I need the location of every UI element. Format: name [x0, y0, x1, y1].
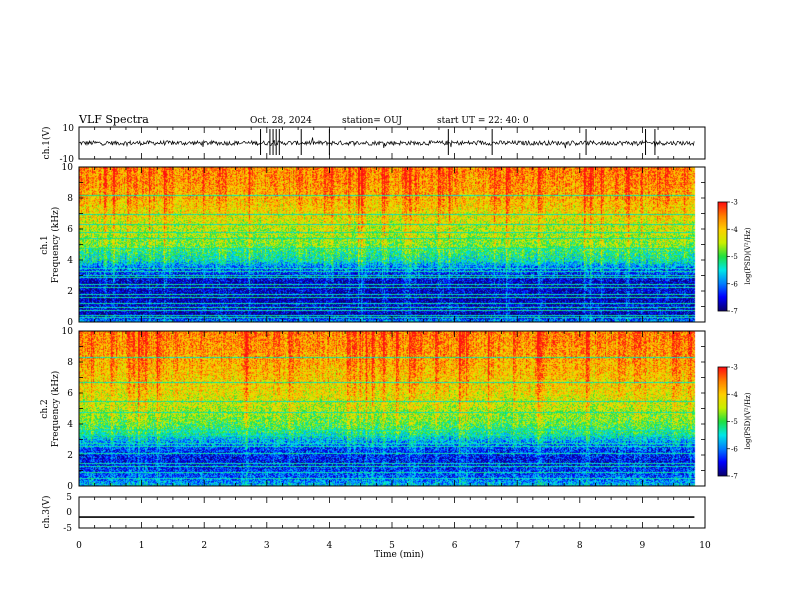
colorbar-tick-label: -6: [731, 445, 738, 453]
colorbar-tick-label: -4: [731, 226, 738, 234]
colorbar-tick-label: -7: [731, 308, 738, 316]
ch3-waveform-ticks: [78, 497, 706, 528]
spec-ytick-label: 8: [67, 194, 73, 204]
colorbar-tick-label: -5: [731, 418, 738, 426]
ch3-ytick-top: 5: [66, 493, 72, 503]
ch3-ylabel: ch.3(V): [41, 496, 52, 529]
ch1-spectrogram-panel: 0 2 4 6 8 10 ch.1 Frequency (kHz): [40, 163, 706, 328]
spec-ytick-label: 2: [67, 451, 73, 461]
time-axis-tick-label: 6: [452, 541, 458, 551]
colorbar-tick-label: -4: [731, 391, 738, 399]
figure-title: VLF Spectra: [78, 113, 149, 126]
ch1-ylabel: ch.1(V): [41, 127, 52, 160]
ch2-spec-ylabel-line2: Frequency (kHz): [50, 371, 61, 448]
colorbar-tick-label: -6: [731, 280, 738, 288]
ch1-colorbar-ticks: -3 -4 -5 -6 -7: [727, 199, 738, 316]
ch2-colorbar: -3 -4 -5 -6 -7 log(PSD)(V²/Hz): [717, 364, 752, 481]
colorbar-tick-label: -3: [731, 364, 738, 372]
ch2-spectrogram-ytick-labels: 0 2 4 6 8 10: [62, 327, 74, 492]
spec-ytick-label: 4: [67, 256, 73, 266]
spec-ytick-label: 0: [67, 318, 73, 328]
ch1-waveform-line: [78, 137, 695, 149]
ch2-colorbar-image: [718, 367, 727, 476]
time-axis-tick-label: 10: [699, 541, 711, 551]
ch2-spec-ylabel-line1: ch.2: [40, 399, 50, 418]
time-axis-tick-label: 2: [201, 541, 207, 551]
date-label: Oct. 28, 2024: [250, 116, 312, 126]
colorbar-tick-label: -3: [731, 199, 738, 207]
ch2-spectrogram-panel: 0 2 4 6 8 10 ch.2 Frequency (kHz): [40, 327, 706, 492]
ch1-waveform-ticks: [78, 127, 706, 159]
ch1-spec-ylabel-line1: ch.1: [40, 235, 50, 254]
ch1-waveform-panel: 10 -10 ch.1(V): [41, 124, 706, 165]
spec-ytick-label: 0: [67, 482, 73, 492]
time-axis-tick-label: 7: [514, 541, 520, 551]
ch1-ytick-top: 10: [63, 124, 75, 134]
spec-ytick-label: 4: [67, 420, 73, 430]
time-axis-tick-labels: 0 1 2 3 4 5 6 7 8 9 10: [76, 541, 711, 551]
ch3-waveform-panel: 5 0 -5 ch.3(V): [41, 493, 706, 534]
colorbar-tick-label: -7: [731, 473, 738, 481]
ch2-colorbar-ticks: -3 -4 -5 -6 -7: [727, 364, 738, 481]
spec-ytick-label: 8: [67, 358, 73, 368]
ch2-spectrogram-ticks: [78, 330, 706, 487]
time-axis-tick-label: 0: [76, 541, 82, 551]
ch3-ytick-bottom: -5: [63, 524, 72, 534]
ch1-ytick-bottom: -10: [60, 155, 75, 165]
time-axis-tick-label: 1: [139, 541, 145, 551]
ch1-waveform-trace: [78, 129, 695, 155]
ch1-spec-ylabel-line2: Frequency (kHz): [50, 207, 61, 284]
spec-ytick-label: 6: [67, 389, 73, 399]
spec-ytick-label: 10: [62, 327, 74, 337]
ch1-colorbar: -3 -4 -5 -6 -7 log(PSD)(V²/Hz): [717, 199, 752, 316]
time-axis-tick-label: 9: [640, 541, 646, 551]
time-axis-label: Time (min): [374, 549, 424, 560]
spec-ytick-label: 2: [67, 287, 73, 297]
time-axis-tick-label: 8: [577, 541, 583, 551]
ch1-spectrogram-image: [79, 167, 705, 322]
time-axis-tick-label: 3: [264, 541, 270, 551]
ch1-colorbar-label: log(PSD)(V²/Hz): [744, 227, 752, 284]
spec-ytick-label: 6: [67, 225, 73, 235]
ch1-spectrogram-ytick-labels: 0 2 4 6 8 10: [62, 163, 74, 328]
time-axis-tick-label: 5: [389, 541, 395, 551]
ch3-ytick-mid: 0: [66, 508, 72, 518]
spec-ytick-label: 10: [62, 163, 74, 173]
colorbar-tick-label: -5: [731, 253, 738, 261]
ch2-colorbar-label: log(PSD)(V²/Hz): [744, 392, 752, 449]
ch2-spectrogram-image: [79, 331, 705, 486]
ch1-colorbar-image: [718, 202, 727, 311]
station-label: station= OUJ: [342, 116, 402, 126]
ch1-spectrogram-ticks: [78, 166, 706, 323]
time-axis-tick-label: 4: [327, 541, 333, 551]
start-time-label: start UT = 22: 40: 0: [437, 116, 529, 126]
